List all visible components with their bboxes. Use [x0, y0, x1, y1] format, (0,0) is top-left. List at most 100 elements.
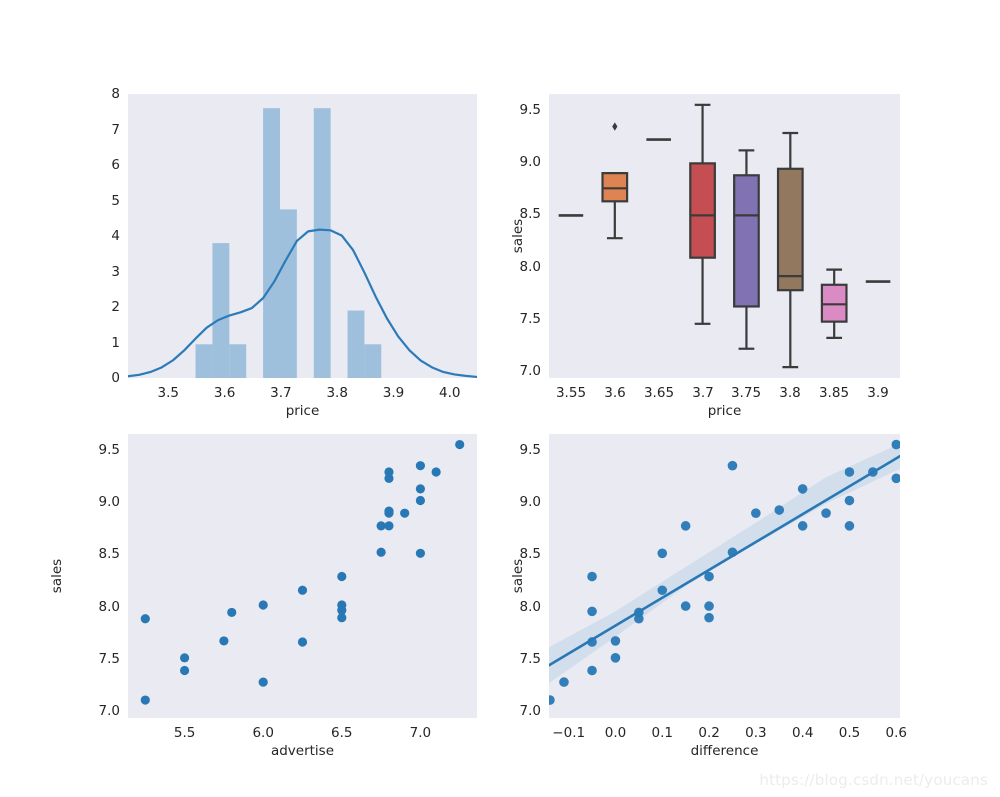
scatter-point	[384, 521, 394, 531]
reg-ytick-9.5: 9.5	[519, 442, 541, 458]
scatter-point	[751, 508, 761, 518]
histogram-bar	[279, 209, 297, 378]
box-ytick-9.0: 9.0	[519, 154, 541, 171]
scatter-point	[891, 473, 900, 484]
scatter-ytick-7.5: 7.5	[98, 650, 120, 667]
box-group	[601, 122, 629, 240]
scatter-point	[680, 521, 691, 531]
box-group	[776, 131, 804, 369]
histogram-bar	[263, 108, 280, 378]
scatter-point	[431, 467, 441, 477]
panel-regplot: 9.5 9.0 8.5 8.0 7.5 7.0 −0.1 0.0 0.1 0.2…	[500, 420, 1000, 797]
box-xtick-3.75: 3.75	[730, 385, 762, 401]
regplot-svg	[549, 439, 900, 705]
confidence-band	[549, 443, 900, 684]
scatter-point	[821, 508, 831, 518]
boxplot-svg	[558, 103, 891, 369]
scatter-point	[415, 495, 426, 506]
hist-ytick-7: 7	[111, 121, 120, 138]
scatter-point	[140, 614, 150, 624]
scatter-point	[704, 571, 714, 582]
scatter-point	[415, 548, 426, 558]
box-group	[820, 268, 848, 339]
scatter-point	[680, 601, 691, 611]
hist-ytick-2: 2	[111, 299, 120, 315]
hist-ytick-8: 8	[111, 86, 120, 102]
box-xtick-3.85: 3.85	[818, 385, 850, 401]
scatter-point	[258, 677, 268, 687]
scatter-point	[400, 508, 410, 518]
histogram-bar	[364, 344, 382, 378]
scatter-point	[657, 548, 668, 559]
hist-ytick-0: 0	[111, 370, 120, 386]
scatter-ytick-8.5: 8.5	[98, 546, 120, 563]
reg-xtick-0.5: 0.5	[838, 725, 861, 741]
histogram-svg	[128, 108, 477, 378]
reg-xaxis-label: difference	[690, 743, 759, 759]
scatter-point	[587, 637, 597, 647]
scatter-svg	[140, 439, 465, 705]
scatter-point	[727, 547, 738, 558]
scatter-point	[337, 600, 347, 610]
hist-xtick-3.9: 3.9	[382, 385, 405, 401]
scatter-point	[774, 505, 785, 515]
box-ytick-7.0: 7.0	[519, 363, 541, 379]
histogram-bars	[195, 108, 382, 378]
box-ytick-9.5: 9.5	[519, 102, 541, 118]
reg-xtick-0.0: 0.0	[604, 725, 627, 741]
panel-histogram: 8 7 6 5 4 3 2 1 0 3.5 3.6 3.7 3.8 3.9 4.…	[0, 0, 500, 420]
scatter-point	[727, 460, 738, 471]
scatter-point	[844, 467, 855, 477]
scatter-point	[868, 467, 878, 477]
scatter-point	[455, 439, 465, 450]
scatter-xaxis-label: advertise	[270, 743, 335, 759]
scatter-point	[376, 521, 386, 531]
reg-ytick-7.0: 7.0	[519, 703, 541, 719]
panel-boxplot: 9.5 9.0 8.5 8.0 7.5 7.0 3.55 3.6 3.65 3.…	[500, 0, 1000, 420]
scatter-point	[297, 585, 308, 595]
box-rect	[776, 167, 804, 292]
outlier-marker	[612, 122, 618, 131]
scatter-point	[797, 484, 808, 494]
box-xtick-3.7: 3.7	[692, 385, 714, 401]
boxplot-plot-area	[549, 94, 900, 378]
scatter-xtick-6.0: 6.0	[252, 725, 274, 741]
scatter-point	[797, 521, 808, 531]
scatter-xtick-5.5: 5.5	[173, 725, 196, 741]
scatter-point	[559, 677, 569, 687]
reg-ytick-9.0: 9.0	[519, 494, 541, 511]
hist-xtick-3.7: 3.7	[270, 385, 292, 401]
regplot-points	[549, 439, 900, 705]
box-group	[733, 149, 760, 350]
scatter-point	[587, 571, 597, 582]
hist-ytick-3: 3	[111, 263, 120, 280]
box-ytick-7.5: 7.5	[519, 310, 541, 327]
scatter-xtick-7.0: 7.0	[409, 725, 432, 741]
box-xaxis-label: price	[707, 403, 742, 419]
scatter-plot-area	[128, 434, 477, 718]
box-group	[689, 103, 716, 325]
scatter-point	[704, 601, 714, 611]
scatter-point	[610, 653, 621, 663]
reg-ytick-8.0: 8.0	[519, 598, 541, 615]
scatter-point	[415, 461, 426, 471]
box-ytick-8.0: 8.0	[519, 258, 541, 275]
scatter-point	[297, 637, 308, 647]
hist-ytick-6: 6	[111, 157, 120, 173]
regression-line	[549, 454, 900, 667]
scatter-points	[140, 439, 465, 705]
scatter-point	[634, 607, 644, 618]
box-xtick-3.9: 3.9	[867, 385, 889, 401]
scatter-point	[227, 607, 237, 618]
hist-ytick-4: 4	[111, 228, 120, 244]
hist-xtick-3.5: 3.5	[157, 385, 180, 401]
hist-ytick-5: 5	[111, 192, 120, 209]
histogram-bar	[212, 243, 230, 378]
reg-xtick-0.6: 0.6	[885, 725, 908, 741]
scatter-point	[140, 695, 150, 705]
panel-scatter: 9.5 9.0 8.5 8.0 7.5 7.0 5.5 6.0 6.5 7.0 …	[0, 420, 500, 797]
scatter-point	[376, 547, 386, 557]
scatter-point	[384, 473, 394, 483]
box-xtick-3.8: 3.8	[779, 385, 801, 401]
kde-curve	[128, 228, 477, 378]
